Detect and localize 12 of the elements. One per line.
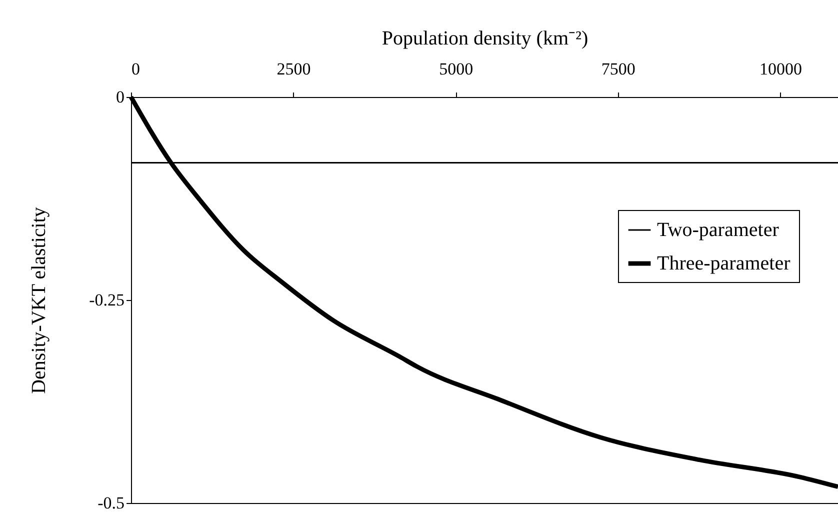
x-tick-label: 5000 bbox=[439, 60, 474, 78]
x-tick-label: 7500 bbox=[601, 60, 636, 78]
x-axis-title: Population density (km⁻²) bbox=[382, 28, 588, 50]
y-axis-title: Density-VKT elasticity bbox=[28, 207, 50, 394]
y-tick-label: -0.25 bbox=[89, 290, 124, 310]
y-tick-label: 0 bbox=[116, 88, 124, 106]
legend-label: Three-parameter bbox=[657, 252, 791, 274]
y-tick-label: -0.5 bbox=[98, 494, 124, 512]
x-tick-label: 10000 bbox=[759, 60, 802, 78]
legend-label: Two-parameter bbox=[657, 219, 780, 241]
x-tick-label: 0 bbox=[132, 60, 140, 78]
x-tick-label: 2500 bbox=[276, 60, 311, 78]
